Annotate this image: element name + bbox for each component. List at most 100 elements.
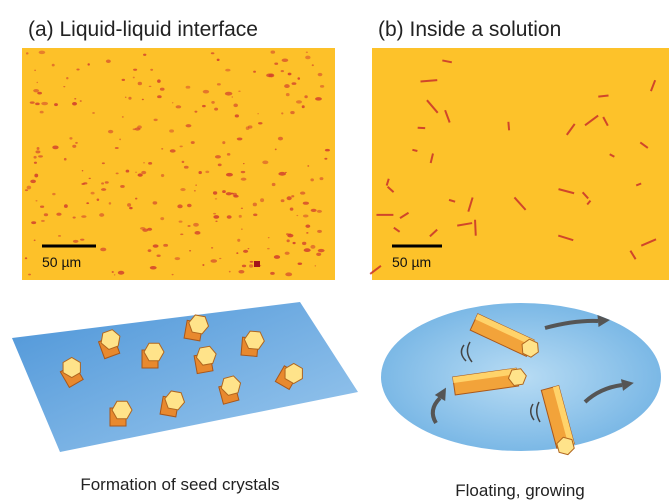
speck [83,182,87,184]
speck [284,84,290,88]
speck [163,244,168,247]
speck [153,201,158,204]
speck [225,92,232,96]
speck [63,86,65,87]
speck [75,142,78,144]
speck [236,252,238,254]
speck [34,156,37,159]
speck [287,239,290,242]
speck [290,208,294,211]
speck [52,193,55,195]
speck [187,204,192,208]
speck [76,69,79,71]
speck [194,111,197,113]
speck [143,162,145,164]
speck [33,89,39,92]
speck [35,103,40,106]
speck [303,202,309,205]
panel-title: (b) Inside a solution [378,18,561,41]
speck [169,129,174,132]
speck [258,122,262,124]
speck [58,235,61,237]
speck [282,59,289,63]
speck [81,215,86,218]
speck [160,217,164,220]
speck [318,73,323,76]
speck [141,171,146,174]
speck [52,64,55,67]
speck [274,62,278,64]
speck [34,240,36,242]
speck [262,160,268,164]
speck [306,52,308,54]
speck [143,54,146,56]
speck [39,51,46,55]
speck [253,71,256,73]
speck [249,264,253,267]
scale-bar-label: 50 µm [392,254,431,270]
speck [80,100,82,102]
speck [116,172,119,174]
speck [303,214,309,217]
speck [285,252,290,255]
speck [180,188,185,191]
speck [176,105,182,108]
speck [105,181,109,183]
speck [187,225,190,227]
speck [91,192,95,195]
speck [292,82,297,85]
speck [122,79,125,81]
speck [217,59,220,61]
speck [253,213,257,216]
speck [253,203,257,207]
speck [305,224,310,227]
speck [248,248,250,249]
scale-bar-label: 50 µm [42,254,81,270]
speck [229,271,231,273]
rod-speck [376,214,393,216]
rod-speck [418,127,426,129]
speck [126,170,130,173]
speck [214,108,218,111]
speck [92,112,95,114]
figure: (a) Liquid-liquid interface (b) Inside a… [0,0,669,504]
speck [119,139,121,141]
speck [215,155,221,158]
speck [246,126,250,130]
speck [324,158,327,160]
crystal-face [112,401,132,418]
speck [300,191,305,194]
speck [25,189,28,191]
speck [170,149,176,152]
speck [193,223,199,227]
speck [241,208,243,209]
speck [320,177,324,180]
speck [194,231,200,235]
speck [154,119,158,121]
speck [203,90,209,94]
speck [317,230,322,233]
speck [215,221,217,222]
speck [35,200,37,201]
speck [215,198,217,199]
speck [304,248,311,252]
speck [285,272,292,276]
speck [225,69,230,72]
speck [213,191,217,194]
speck [86,202,89,204]
speck [278,137,283,141]
speck [232,96,233,97]
speck [161,174,164,177]
speck [241,229,242,230]
speck [271,50,276,53]
speck [142,228,148,231]
speck [138,173,143,176]
speck [156,254,160,256]
speck [26,52,29,54]
panel-title: (a) Liquid-liquid interface [28,18,258,41]
speck [320,85,324,88]
speck [239,215,242,218]
speck [222,190,226,193]
speck [281,112,283,114]
speck [198,171,201,174]
